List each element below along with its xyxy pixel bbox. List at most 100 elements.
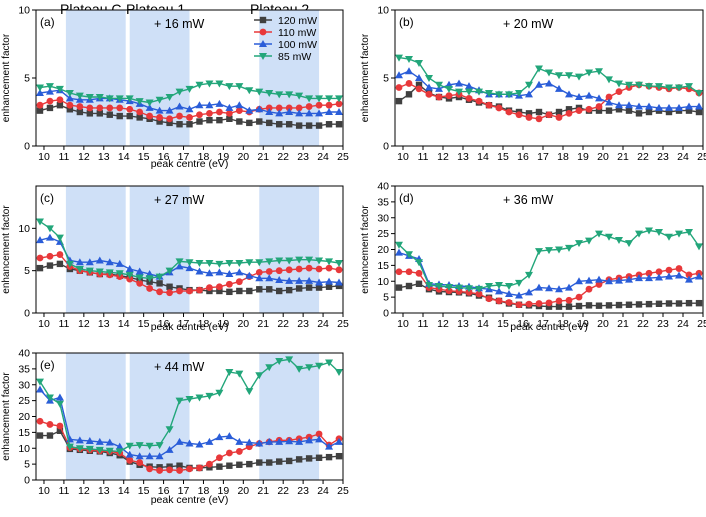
data-point bbox=[525, 81, 533, 89]
data-point bbox=[295, 109, 304, 117]
data-point bbox=[325, 283, 333, 290]
data-point bbox=[315, 278, 324, 286]
data-point bbox=[395, 54, 403, 62]
data-point bbox=[245, 271, 254, 279]
data-point bbox=[655, 273, 663, 281]
x-tick-label: 20 bbox=[237, 485, 249, 497]
data-point bbox=[266, 286, 273, 293]
data-point bbox=[126, 105, 134, 113]
data-point bbox=[145, 452, 154, 460]
data-point bbox=[146, 465, 154, 473]
data-point bbox=[465, 88, 473, 96]
data-point bbox=[255, 372, 264, 380]
x-tick-label: 25 bbox=[337, 485, 349, 497]
data-point bbox=[235, 260, 244, 268]
y-tick-label: 0 bbox=[383, 308, 389, 320]
data-point bbox=[515, 279, 523, 287]
data-point bbox=[685, 271, 693, 279]
data-point bbox=[55, 85, 64, 93]
data-point bbox=[115, 259, 124, 267]
data-point bbox=[95, 437, 104, 445]
y-tick-label: 10 bbox=[18, 223, 30, 235]
data-point bbox=[246, 287, 253, 295]
data-point bbox=[196, 118, 203, 125]
data-point bbox=[56, 96, 64, 104]
data-point bbox=[56, 427, 64, 434]
data-point bbox=[106, 104, 114, 112]
data-point bbox=[615, 106, 623, 113]
x-tick-label: 18 bbox=[198, 151, 210, 163]
data-point bbox=[565, 72, 573, 80]
data-point bbox=[455, 284, 463, 292]
data-point bbox=[475, 97, 483, 105]
data-point bbox=[565, 109, 573, 117]
data-point bbox=[45, 225, 54, 233]
data-point bbox=[46, 104, 54, 112]
data-point bbox=[415, 259, 423, 267]
x-tick-label: 20 bbox=[597, 318, 609, 330]
data-point bbox=[246, 119, 253, 127]
data-point bbox=[135, 98, 144, 106]
data-point bbox=[125, 271, 134, 279]
x-tick-label: 11 bbox=[418, 151, 429, 163]
data-point bbox=[185, 396, 194, 404]
data-point bbox=[275, 275, 284, 283]
data-point bbox=[575, 277, 583, 285]
y-tick-label: 25 bbox=[377, 228, 389, 240]
data-point bbox=[35, 378, 44, 386]
data-point bbox=[235, 370, 244, 378]
y-tick-label: 0 bbox=[383, 141, 389, 153]
y-tick-label: 10 bbox=[18, 443, 30, 455]
data-point bbox=[236, 287, 243, 295]
data-point bbox=[585, 69, 593, 77]
data-point bbox=[485, 101, 493, 109]
data-point bbox=[115, 95, 124, 103]
y-tick-label: 30 bbox=[377, 212, 389, 224]
data-point bbox=[176, 287, 183, 295]
data-point bbox=[675, 230, 683, 238]
data-point bbox=[325, 95, 334, 103]
data-point bbox=[435, 81, 443, 89]
data-point bbox=[285, 91, 294, 99]
x-tick-label: 17 bbox=[537, 318, 549, 330]
data-point bbox=[665, 300, 673, 307]
x-tick-label: 17 bbox=[178, 485, 190, 497]
data-point bbox=[445, 85, 453, 93]
data-point bbox=[615, 236, 623, 244]
data-point bbox=[415, 85, 423, 93]
data-point bbox=[575, 293, 583, 301]
x-tick-label: 19 bbox=[218, 485, 230, 497]
data-point bbox=[235, 278, 243, 286]
legend-marker bbox=[259, 28, 267, 36]
x-tick-label: 24 bbox=[317, 151, 329, 163]
data-point bbox=[236, 461, 243, 468]
data-point bbox=[465, 288, 473, 296]
data-point bbox=[655, 103, 663, 111]
data-point bbox=[405, 282, 413, 290]
x-tick-label: 18 bbox=[198, 318, 210, 330]
data-point bbox=[66, 101, 74, 109]
data-point bbox=[36, 101, 44, 109]
data-point bbox=[145, 103, 154, 111]
data-point bbox=[585, 237, 593, 245]
data-point bbox=[405, 67, 413, 75]
data-point bbox=[155, 96, 164, 104]
data-point bbox=[645, 269, 653, 277]
data-point bbox=[305, 436, 314, 444]
data-point bbox=[465, 95, 473, 102]
data-point bbox=[85, 436, 94, 444]
data-point bbox=[305, 455, 313, 462]
data-point bbox=[495, 287, 503, 295]
data-point bbox=[325, 359, 334, 367]
data-point bbox=[415, 60, 423, 68]
data-point bbox=[195, 81, 204, 89]
data-point bbox=[565, 303, 573, 310]
data-point bbox=[505, 299, 513, 306]
data-point bbox=[585, 285, 593, 293]
data-point bbox=[335, 100, 343, 108]
data-point bbox=[215, 260, 224, 268]
data-point bbox=[226, 288, 233, 296]
data-point bbox=[645, 274, 653, 282]
x-tick-label: 11 bbox=[418, 318, 429, 330]
data-point bbox=[256, 459, 263, 466]
